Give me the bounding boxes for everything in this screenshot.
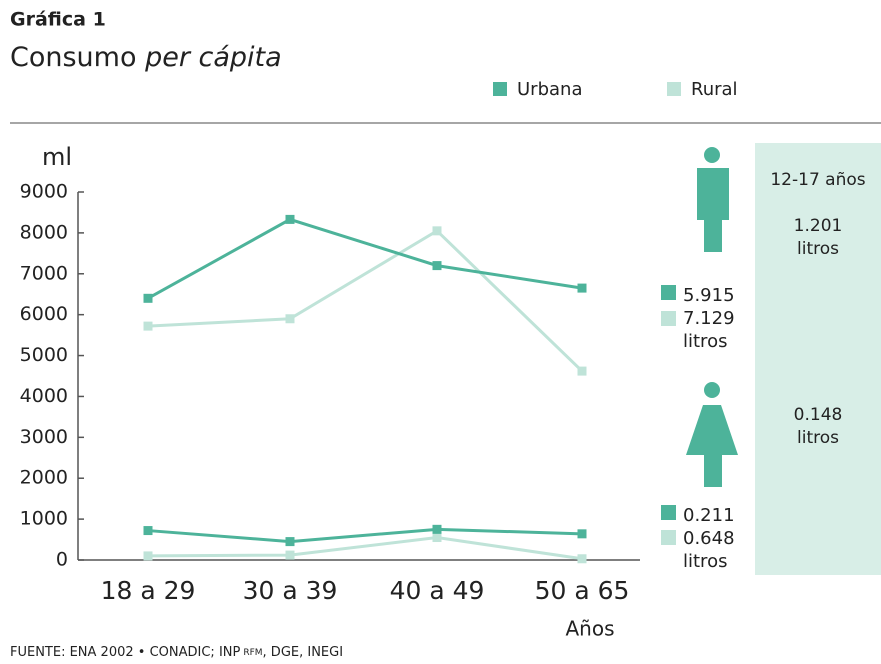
point — [285, 550, 295, 560]
source-part: FUENTE: ENA 2002 • CONADIC; INP — [10, 645, 240, 660]
side-swatch — [661, 311, 676, 326]
x-tick-label: 18 a 29 — [101, 576, 196, 605]
subtitle-part: Consumo — [10, 42, 136, 73]
x-axis-label: Años — [565, 617, 614, 641]
point — [432, 226, 442, 236]
panel-title: 12-17 años — [770, 170, 865, 190]
point — [285, 214, 295, 224]
point — [577, 283, 587, 293]
point — [432, 533, 442, 543]
point — [143, 526, 153, 536]
series-line — [147, 228, 584, 373]
panel-unit: litros — [797, 428, 839, 448]
panel-female: 0.148 — [794, 405, 843, 425]
series-line — [147, 527, 583, 544]
point — [577, 366, 587, 376]
side-swatch — [661, 530, 676, 545]
point — [143, 321, 153, 331]
legend-label: Urbana — [517, 79, 582, 100]
point — [577, 554, 587, 564]
series-line — [147, 535, 583, 561]
chart-subtitle: Consumo per cápita — [10, 42, 282, 73]
y-tick-label: 2000 — [20, 467, 68, 489]
y-tick-label: 7000 — [20, 262, 68, 284]
side-swatch — [661, 505, 676, 520]
female-unit: litros — [683, 551, 727, 572]
male-unit: litros — [683, 331, 727, 352]
male-rural-label: 5.915 — [683, 285, 735, 306]
y-tick-label: 5000 — [20, 344, 68, 366]
female-rural-label: 0.211 — [683, 505, 735, 526]
panel-unit: litros — [797, 239, 839, 259]
series-line — [147, 217, 583, 300]
side-swatch — [661, 285, 676, 300]
male-icon — [697, 147, 729, 252]
y-tick-label: 8000 — [20, 221, 68, 243]
side-panel — [755, 143, 881, 575]
y-tick-label: 6000 — [20, 303, 68, 325]
point — [285, 314, 295, 324]
source-part: , DGE, INEGI — [263, 645, 344, 660]
legend-swatch — [493, 82, 507, 96]
source: FUENTE: ENA 2002 • CONADIC; INP RFM, DGE,… — [10, 645, 343, 660]
point — [432, 261, 442, 271]
y-tick-label: 1000 — [20, 508, 68, 530]
point — [432, 524, 442, 534]
legend-swatch — [667, 82, 681, 96]
subtitle-part: per cápita — [144, 42, 282, 73]
y-tick-label: 3000 — [20, 426, 68, 448]
female-urbana-label: 0.648 — [683, 528, 735, 549]
point — [143, 293, 153, 303]
chart-title: Gráfica 1 — [10, 9, 106, 31]
point — [577, 529, 587, 539]
x-tick-label: 40 a 49 — [390, 576, 485, 605]
legend-label: Rural — [691, 79, 738, 100]
point — [143, 551, 153, 561]
y-axis-label: ml — [42, 143, 72, 171]
y-tick-label: 0 — [56, 549, 68, 571]
male-urbana-label: 7.129 — [683, 308, 735, 329]
female-icon — [686, 382, 738, 487]
x-tick-label: 30 a 39 — [243, 576, 338, 605]
source-part: RFM — [243, 648, 262, 658]
y-tick-label: 9000 — [20, 181, 68, 203]
x-tick-label: 50 a 65 — [535, 576, 630, 605]
point — [285, 537, 295, 547]
panel-male: 1.201 — [794, 216, 843, 236]
y-tick-label: 4000 — [20, 385, 68, 407]
